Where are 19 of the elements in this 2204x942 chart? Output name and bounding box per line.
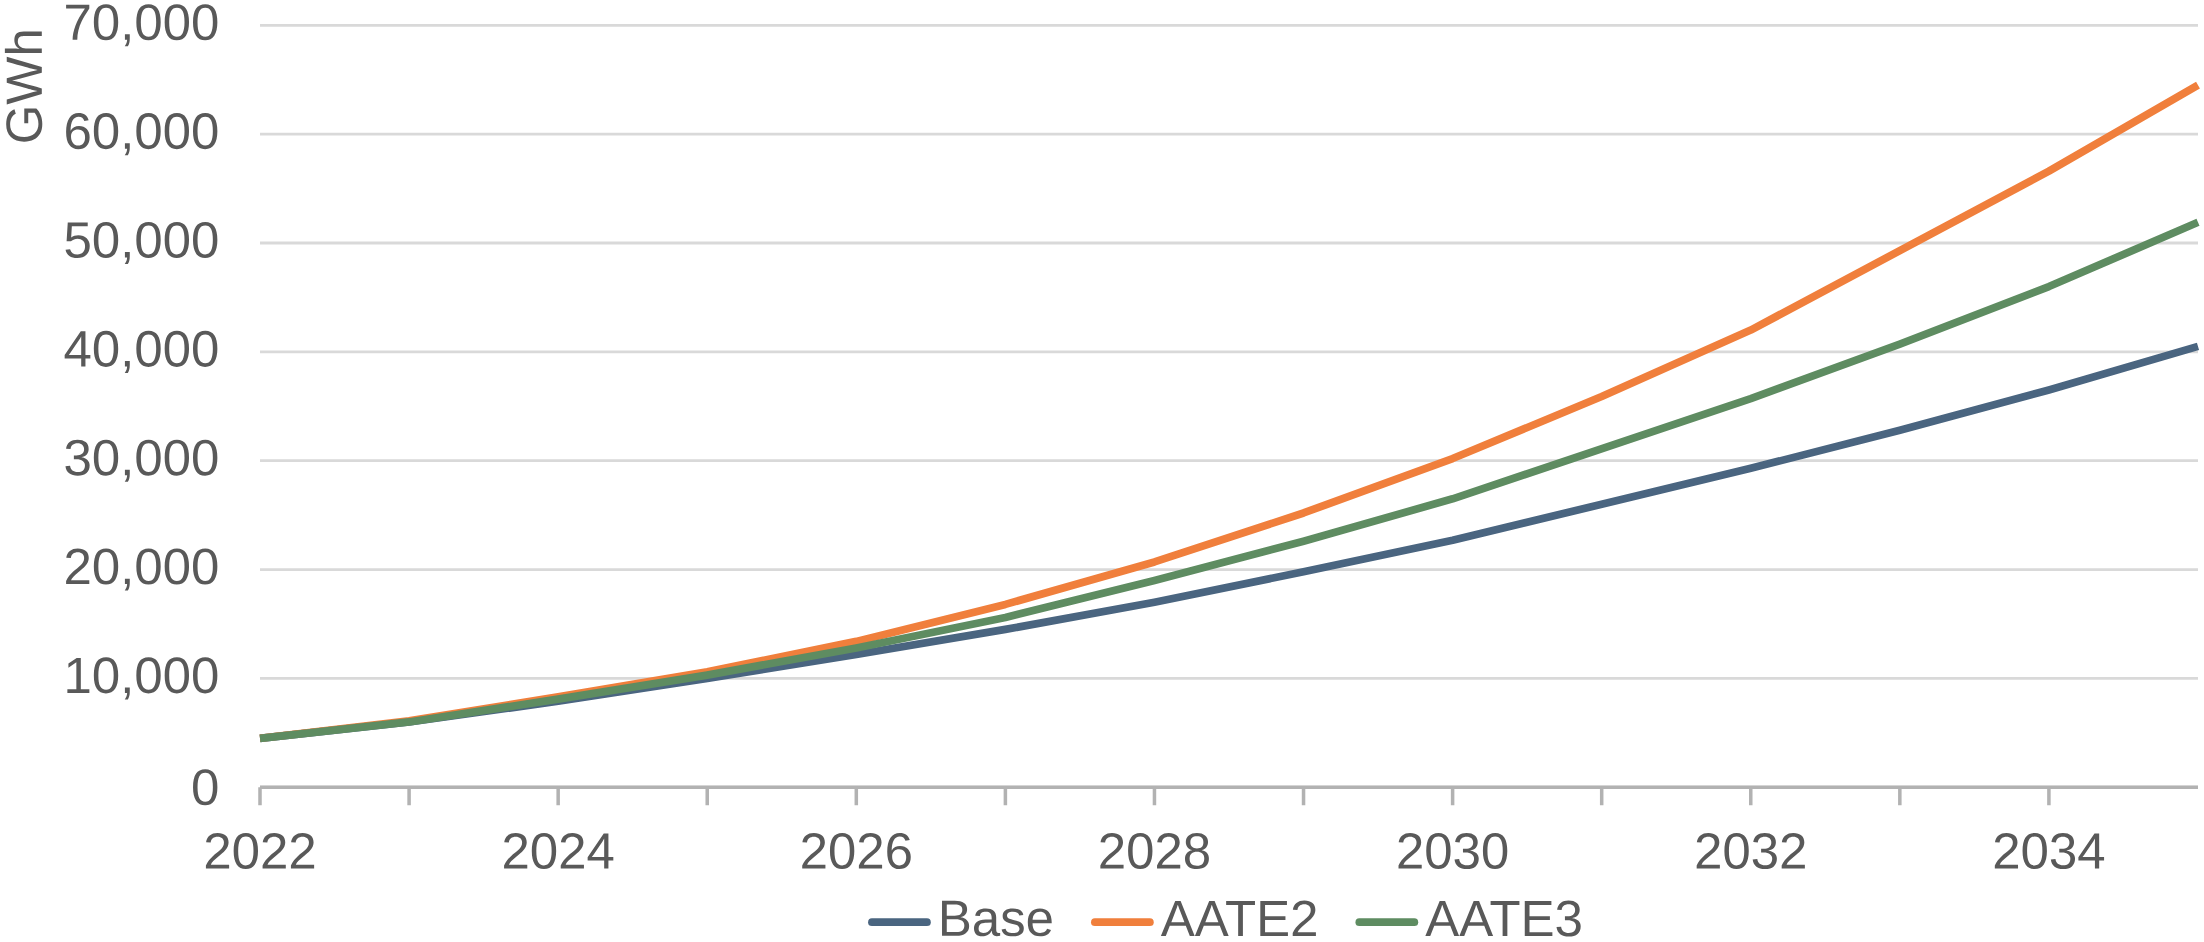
x-tick-label: 2034 (1994, 832, 2105, 870)
x-tick-label: 2026 (802, 832, 911, 870)
x-tick-label: 2022 (205, 832, 315, 870)
x-tick-label: 2028 (1100, 832, 1209, 870)
legend-label: AATE2 (1160, 900, 1316, 937)
y-tick-label: 60,000 (66, 113, 218, 156)
y-axis-title: GWh (4, 31, 43, 142)
y-tick-label: 70,000 (66, 4, 218, 47)
y-tick-label: 10,000 (67, 657, 218, 700)
y-tick-label: 50,000 (65, 221, 218, 265)
x-tick-label: 2024 (504, 832, 614, 870)
y-tick-label: 40,000 (64, 330, 218, 373)
y-tick-label: 20,000 (66, 548, 218, 591)
legend-label: Base (942, 900, 1052, 937)
y-tick-label: 0 (193, 769, 218, 806)
x-tick-label: 2030 (1398, 832, 1508, 870)
legend-label: AATE3 (1425, 900, 1581, 937)
x-tick-label: 2032 (1696, 832, 1805, 870)
y-tick-label: 30,000 (65, 439, 218, 482)
